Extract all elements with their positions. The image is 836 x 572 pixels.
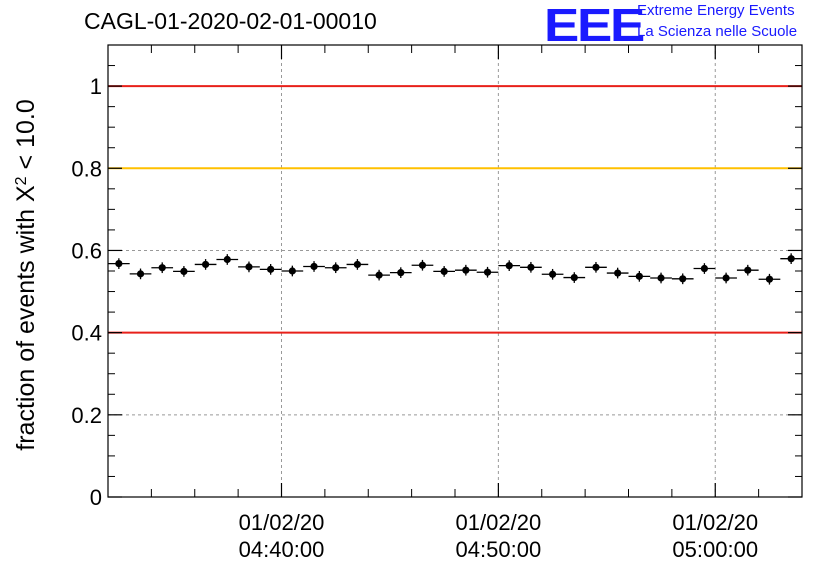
data-point (194, 259, 217, 270)
y-tick-label: 0.6 (71, 238, 102, 263)
x-tick-label-time: 05:00:00 (672, 537, 758, 562)
x-tick-label-date: 01/02/20 (456, 510, 542, 535)
x-tick-label-date: 01/02/20 (672, 510, 758, 535)
y-tick-labels: 0 0.2 0.4 0.6 0.8 1 (71, 74, 102, 510)
data-point (433, 266, 455, 277)
point-marker (592, 263, 600, 271)
y-axis-label: fraction of events with X2 < 10.0 (12, 99, 40, 450)
point-marker (158, 264, 166, 272)
point-marker (570, 273, 578, 282)
point-marker (245, 263, 253, 271)
y-tick-label: 0.8 (71, 156, 102, 181)
point-marker (700, 264, 709, 273)
y-tick-label: 1 (90, 74, 102, 99)
point-marker (223, 255, 231, 264)
axis-ticks (108, 45, 802, 498)
data-point (389, 267, 412, 278)
point-marker (765, 275, 774, 283)
logo-tagline-1: Extreme Energy Events (637, 2, 795, 19)
data-point (476, 266, 499, 278)
point-marker (635, 272, 643, 280)
data-point (108, 258, 130, 269)
eee-logo: EEE Extreme Energy Events La Scienza nel… (544, 0, 836, 51)
point-marker (548, 270, 557, 278)
point-marker (180, 267, 188, 276)
data-point (585, 261, 607, 273)
data-point (563, 272, 586, 283)
point-marker (136, 270, 145, 278)
point-marker (787, 255, 795, 263)
data-point (606, 267, 629, 279)
data-point (520, 261, 542, 273)
point-marker (527, 263, 535, 271)
x-tick-label-date: 01/02/20 (239, 510, 325, 535)
data-point (715, 272, 737, 284)
data-point (541, 268, 564, 280)
y-tick-label: 0.2 (71, 403, 102, 428)
point-marker (353, 260, 362, 269)
data-point (216, 254, 239, 265)
data-point (650, 272, 672, 284)
eee-logo-mark: EEE (544, 0, 645, 51)
data-point (129, 268, 152, 280)
data-point (368, 269, 390, 281)
point-marker (440, 267, 448, 276)
point-marker (462, 266, 470, 274)
y-tick-label: 0 (90, 485, 102, 510)
point-marker (418, 261, 427, 269)
point-marker (201, 260, 210, 269)
point-marker (505, 262, 513, 270)
data-point (281, 265, 304, 277)
data-point (346, 259, 369, 270)
point-marker (679, 275, 687, 283)
point-marker (483, 268, 492, 276)
point-marker (288, 267, 296, 275)
reference-lines (108, 85, 802, 334)
data-point (780, 253, 802, 265)
run-title: CAGL-01-2020-02-01-00010 (84, 8, 377, 34)
point-marker (397, 269, 405, 277)
data-point (455, 264, 477, 276)
x-tick-label-time: 04:40:00 (239, 537, 325, 562)
data-point (693, 263, 716, 274)
point-marker (722, 274, 730, 282)
data-point (736, 264, 759, 276)
data-point (324, 262, 347, 274)
point-marker (332, 264, 340, 272)
logo-tagline-2: La Scienza nelle Scuole (637, 23, 798, 40)
data-point (498, 260, 521, 271)
data-point (411, 259, 434, 271)
data-point (758, 273, 781, 285)
data-points (108, 253, 802, 285)
y-tick-label: 0.4 (71, 321, 102, 346)
x-tick-label-time: 04:50:00 (456, 537, 542, 562)
point-marker (267, 265, 275, 273)
data-point (303, 261, 325, 272)
point-marker (115, 260, 123, 268)
data-point (628, 271, 651, 282)
x-tick-labels: 01/02/2004:40:0001/02/2004:50:0001/02/20… (239, 510, 758, 562)
point-marker (744, 266, 752, 274)
point-marker (375, 271, 383, 279)
data-point (671, 273, 694, 285)
point-marker (614, 269, 622, 277)
point-marker (310, 262, 318, 271)
data-point (173, 266, 195, 277)
data-point (151, 262, 174, 274)
data-point (259, 264, 282, 275)
data-point (238, 261, 260, 273)
point-marker (657, 274, 665, 282)
